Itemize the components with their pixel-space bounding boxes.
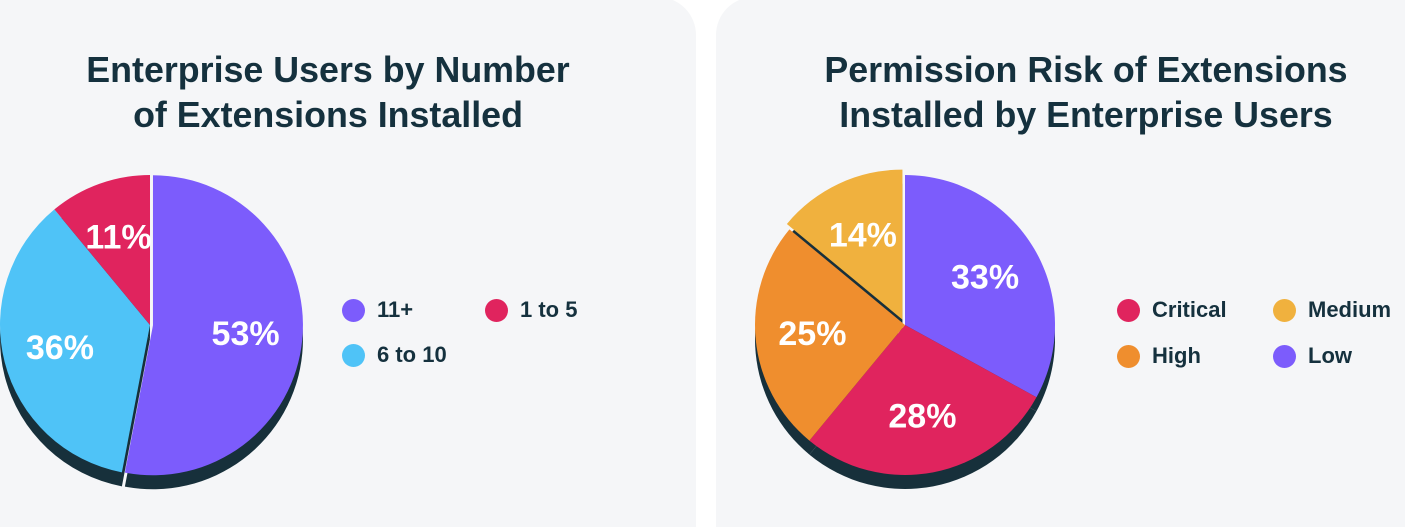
svg-text:33%: 33% bbox=[951, 259, 1019, 297]
svg-text:53%: 53% bbox=[212, 315, 280, 353]
svg-text:14%: 14% bbox=[829, 216, 897, 254]
svg-text:28%: 28% bbox=[888, 397, 956, 435]
svg-text:11%: 11% bbox=[85, 219, 151, 257]
svg-text:36%: 36% bbox=[26, 329, 94, 367]
svg-text:25%: 25% bbox=[778, 315, 846, 353]
